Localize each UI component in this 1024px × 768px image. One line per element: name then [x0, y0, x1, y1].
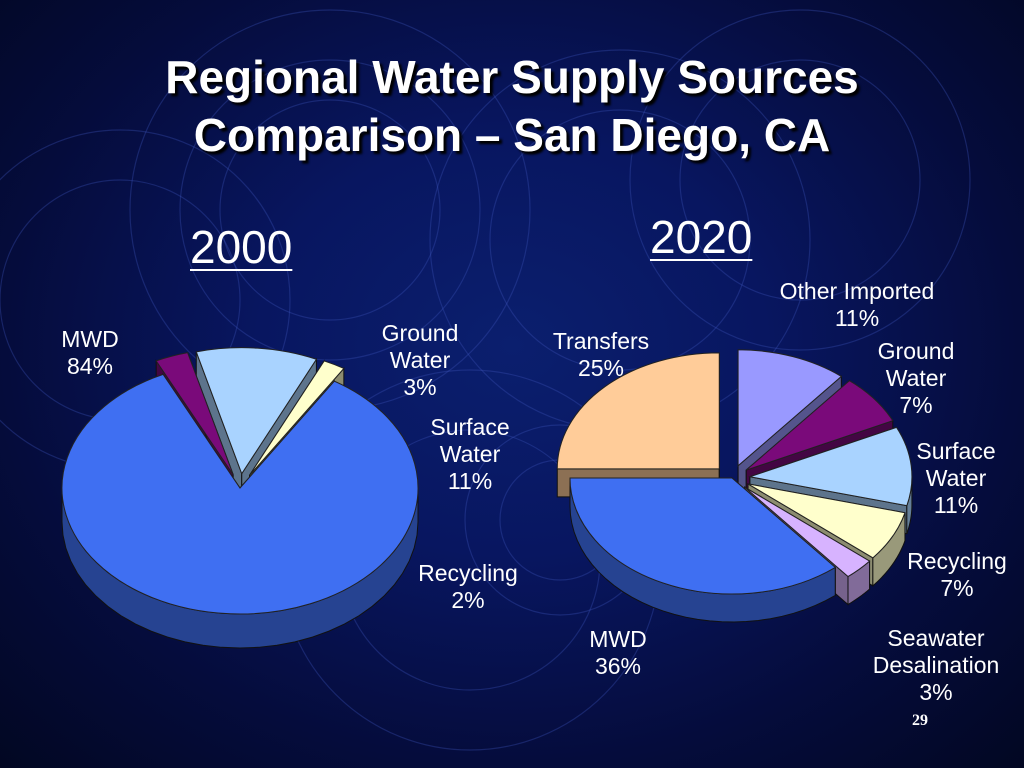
chart-2000-title: 2000 [190, 221, 293, 273]
title-line-1: Regional Water Supply Sources [165, 51, 859, 103]
pie-slice-recycling [249, 360, 345, 476]
pie-slice-recycling [747, 483, 906, 559]
label-2000-surface-water: Surface Water 11% [410, 414, 530, 495]
slide-title: Regional Water Supply Sources Comparison… [0, 48, 1024, 164]
label-value: 2% [451, 587, 485, 613]
label-value: 84% [66, 353, 114, 379]
label-2020-ground-water: Ground Water 7% [856, 338, 976, 419]
label-name: Transfers [552, 328, 650, 354]
page-number: 29 [912, 712, 928, 729]
pie-slice-mwd [61, 373, 419, 615]
label-2020-recycling: Recycling 7% [890, 548, 1024, 602]
label-2000-recycling: Recycling 2% [400, 560, 536, 614]
label-value: 7% [899, 392, 933, 418]
pie-slice-surface-water [747, 426, 913, 507]
pie-slice-ground-water [745, 380, 894, 471]
label-name: Other Imported [779, 278, 935, 304]
label-2020-surface-water: Surface Water 11% [896, 438, 1016, 519]
label-name: Recycling [418, 560, 518, 586]
label-name: Recycling [907, 548, 1007, 574]
label-name: Surface Water [916, 438, 996, 491]
label-2020-seawater-desalination: Seawater Desalination 3% [848, 625, 1024, 706]
pie-slice-seawater-desalination [744, 486, 871, 578]
label-value: 36% [594, 653, 642, 679]
label-value: 25% [577, 355, 625, 381]
label-value: 11% [933, 492, 979, 518]
pie-slice-mwd [569, 477, 837, 595]
chart-2020-title: 2020 [650, 211, 753, 263]
label-name: MWD [589, 626, 647, 652]
label-value: 7% [940, 575, 974, 601]
label-2000-ground-water: Ground Water 3% [360, 320, 480, 401]
label-value: 11% [834, 305, 880, 331]
label-name: MWD [61, 326, 119, 352]
label-value: 11% [447, 468, 493, 494]
pie-slice-surface-water [195, 347, 318, 475]
label-2020-other-imported: Other Imported 11% [752, 278, 962, 332]
label-value: 3% [403, 374, 437, 400]
label-name: Ground Water [877, 338, 955, 391]
pie-slice-other-imported [737, 349, 843, 467]
pie-slice-transfers [556, 352, 720, 470]
label-name: Ground Water [381, 320, 459, 373]
label-value: 3% [919, 679, 953, 705]
label-2020-transfers: Transfers 25% [536, 328, 666, 382]
pie-chart-2000 [61, 347, 419, 649]
pie-chart-2020 [556, 349, 913, 623]
label-2020-mwd: MWD 36% [568, 626, 668, 680]
label-name: Surface Water [430, 414, 510, 467]
title-line-2: Comparison – San Diego, CA [193, 109, 831, 161]
label-2000-mwd: MWD 84% [40, 326, 140, 380]
label-name: Seawater Desalination [872, 625, 1000, 678]
pie-slice-ground-water [155, 352, 234, 475]
